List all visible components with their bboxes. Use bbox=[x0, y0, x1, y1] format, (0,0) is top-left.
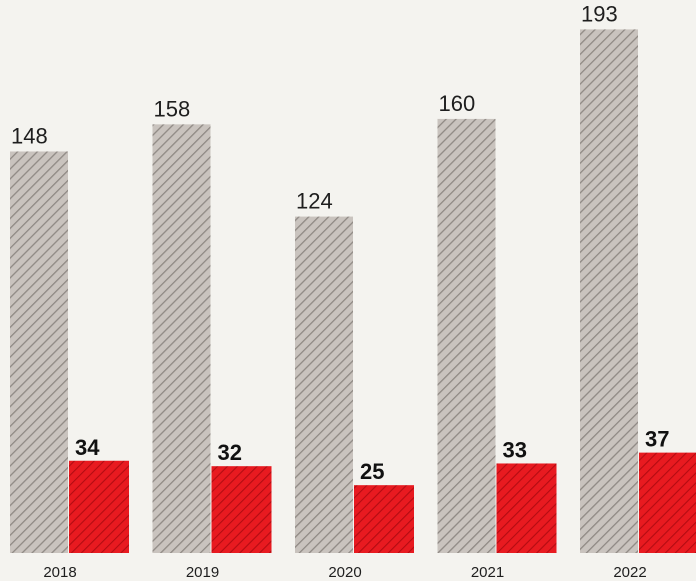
value-label-red-2022: 37 bbox=[645, 427, 669, 452]
value-label-red-2021: 33 bbox=[503, 437, 527, 462]
bar-red-2020 bbox=[354, 485, 414, 553]
bar-red-2018 bbox=[69, 460, 129, 553]
value-label-grey-2019: 158 bbox=[154, 96, 191, 121]
value-label-red-2018: 34 bbox=[75, 435, 100, 460]
value-label-grey-2021: 160 bbox=[439, 91, 476, 116]
bar-grey-2019 bbox=[152, 124, 211, 553]
value-label-grey-2018: 148 bbox=[11, 123, 48, 148]
value-label-red-2019: 32 bbox=[218, 440, 242, 465]
category-label-2019: 2019 bbox=[186, 564, 219, 581]
bar-grey-2018 bbox=[10, 151, 68, 553]
value-label-grey-2020: 124 bbox=[296, 189, 333, 214]
bar-red-2019 bbox=[211, 466, 272, 553]
bar-grey-2021 bbox=[437, 118, 496, 554]
value-label-grey-2022: 193 bbox=[581, 1, 618, 26]
bar-grey-2020 bbox=[295, 216, 353, 553]
bar-red-2022 bbox=[639, 452, 696, 553]
bar-grey-2022 bbox=[580, 29, 638, 554]
value-label-red-2020: 25 bbox=[360, 459, 384, 484]
category-label-2018: 2018 bbox=[43, 564, 76, 581]
category-label-2022: 2022 bbox=[613, 564, 646, 581]
category-label-2021: 2021 bbox=[471, 564, 504, 581]
plot-area: 148 34 2018 158 32 2019 124 25 2020 160 33 2021 193 3… bbox=[10, 1, 696, 581]
bar-red-2021 bbox=[496, 463, 557, 553]
category-label-2020: 2020 bbox=[328, 564, 361, 581]
